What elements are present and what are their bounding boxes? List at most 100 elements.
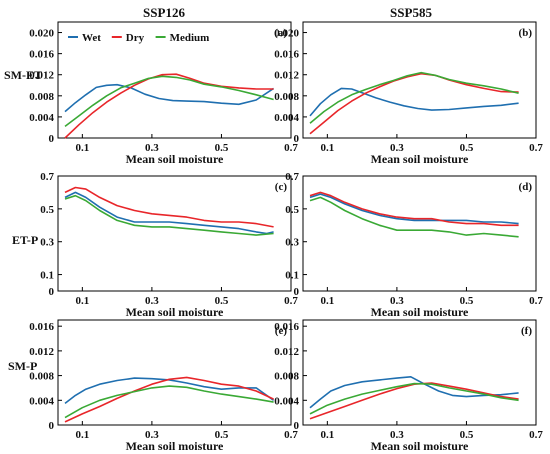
x-tick-label: 0.5 (460, 429, 474, 441)
panel-c: 0 0.1 0.3 0.5 0.7 0.1 0.3 0.5 0.7 Mean soil moist… (40, 171, 298, 319)
x-tick-label: 0.7 (529, 142, 543, 154)
x-axis-label: Mean soil moisture (371, 439, 469, 453)
row-label-sm-p: SM-P (8, 359, 37, 373)
panel-d: 0 0.1 0.3 0.5 0.7 0.1 0.3 0.5 0.7 Mean soil moist… (285, 171, 543, 319)
x-tick-label: 0.5 (215, 142, 229, 154)
x-tick-label: 0.5 (215, 429, 229, 441)
y-tick-label: 0.1 (285, 270, 299, 282)
y-tick-label: 0.004 (274, 395, 299, 407)
chart-panels: 0 0.004 0.008 0.012 0.016 0.020 0.1 0.3 0.5 0.7 Me… (29, 21, 543, 453)
x-tick-label: 0.7 (284, 429, 298, 441)
y-tick-label: 0 (49, 133, 55, 145)
x-tick-label: 0.1 (320, 429, 334, 441)
y-tick-label: 0.004 (29, 395, 54, 407)
legend-item-dry: Dry (111, 32, 145, 44)
x-tick-label: 0.5 (460, 295, 474, 307)
y-tick-label: 0.1 (40, 270, 54, 282)
series-line-medium (64, 194, 274, 236)
x-tick-label: 0.7 (284, 295, 298, 307)
x-tick-label: 0.3 (390, 429, 404, 441)
x-tick-label: 0.3 (390, 295, 404, 307)
y-tick-label: 0.016 (274, 321, 299, 333)
y-tick-label: 0.008 (274, 91, 299, 103)
panel-label: (f) (521, 325, 532, 337)
y-tick-label: 0.7 (285, 171, 299, 183)
plot-frame (57, 319, 292, 426)
y-tick-label: 0.004 (274, 112, 299, 124)
y-tick-label: 0.020 (274, 28, 299, 40)
x-tick-label: 0.1 (75, 429, 89, 441)
series-line-wet (309, 87, 519, 117)
y-tick-label: 0.5 (285, 204, 299, 216)
row-label-et-p: ET-P (12, 233, 38, 247)
y-tick-label: 0.3 (285, 237, 299, 249)
x-tick-label: 0.7 (529, 429, 543, 441)
legend-item-medium: Medium (155, 32, 210, 44)
y-tick-label: 0.008 (29, 91, 54, 103)
series-line-wet (64, 191, 274, 235)
column-title-ssp126: SSP126 (143, 5, 185, 20)
panel-label: (a) (274, 27, 287, 39)
y-tick-label: 0 (294, 133, 300, 145)
x-axis-label: Mean soil moisture (371, 305, 469, 319)
y-tick-label: 0 (294, 286, 300, 298)
x-tick-label: 0.3 (390, 142, 404, 154)
y-tick-label: 0.012 (274, 70, 299, 82)
legend-label: Medium (170, 32, 210, 44)
y-tick-label: 0.7 (40, 171, 54, 183)
x-tick-label: 0.1 (320, 295, 334, 307)
y-tick-label: 0.3 (40, 237, 54, 249)
y-tick-label: 0.012 (29, 70, 54, 82)
plot-frame (302, 21, 537, 139)
column-title-ssp585: SSP585 (390, 5, 432, 20)
y-tick-label: 0.016 (29, 49, 54, 61)
series-line-dry (64, 73, 274, 139)
series-line-wet (64, 83, 275, 113)
y-tick-label: 0.012 (29, 346, 54, 358)
x-tick-label: 0.3 (145, 429, 159, 441)
series-line-dry (64, 186, 274, 228)
x-axis-label: Mean soil moisture (126, 305, 224, 319)
x-tick-label: 0.1 (75, 295, 89, 307)
series-line-medium (64, 75, 274, 128)
series-line-medium (309, 196, 519, 238)
panel-label: (d) (519, 181, 533, 193)
series-line-medium (64, 385, 274, 419)
x-tick-label: 0.5 (215, 295, 229, 307)
panel-label: (b) (519, 27, 533, 39)
panel-e: 0 0.004 0.008 0.012 0.016 0.1 0.3 0.5 0.7 Mean so… (29, 319, 298, 453)
y-tick-label: 0.004 (29, 112, 54, 124)
plot-frame (57, 21, 292, 139)
y-tick-label: 0.008 (274, 371, 299, 383)
panel-b: 0 0.004 0.008 0.012 0.016 0.020 0.1 0.3 0.5 0.7 Me… (274, 21, 543, 166)
y-tick-label: 0 (49, 420, 55, 432)
x-axis-label: Mean soil moisture (126, 439, 224, 453)
series-line-wet (64, 377, 275, 405)
y-tick-label: 0 (49, 286, 55, 298)
x-axis-label: Mean soil moisture (126, 152, 224, 166)
series-line-dry (64, 376, 274, 423)
series-line-dry (309, 72, 519, 135)
panel-label: (e) (275, 325, 288, 337)
x-tick-label: 0.3 (145, 295, 159, 307)
panel-a: 0 0.004 0.008 0.012 0.016 0.020 0.1 0.3 0.5 0.7 Me… (29, 21, 298, 166)
y-tick-label: 0.008 (29, 371, 54, 383)
x-axis-label: Mean soil moisture (371, 152, 469, 166)
plot-frame (302, 175, 537, 292)
y-tick-label: 0 (294, 420, 300, 432)
series-line-medium (309, 382, 519, 415)
panel-f: 0 0.004 0.008 0.012 0.016 0.1 0.3 0.5 0.7 Mean so… (274, 319, 543, 453)
x-tick-label: 0.1 (320, 142, 334, 154)
legend-label: Wet (82, 32, 101, 44)
y-tick-label: 0.016 (29, 321, 54, 333)
x-tick-label: 0.7 (529, 295, 543, 307)
x-tick-label: 0.3 (145, 142, 159, 154)
plot-frame (57, 175, 292, 292)
x-tick-label: 0.5 (460, 142, 474, 154)
series-line-dry (309, 191, 519, 227)
plot-frame (302, 319, 537, 426)
x-tick-label: 0.7 (284, 142, 298, 154)
y-tick-label: 0.5 (40, 204, 54, 216)
x-tick-label: 0.1 (75, 142, 89, 154)
y-tick-label: 0.020 (29, 28, 54, 40)
